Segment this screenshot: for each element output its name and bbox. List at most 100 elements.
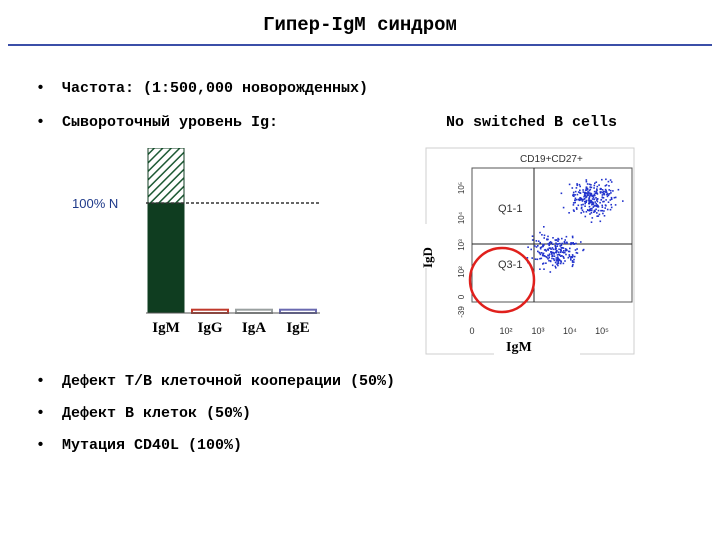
event-dot bbox=[543, 249, 546, 251]
event-dot bbox=[539, 268, 541, 270]
event-dot bbox=[552, 248, 555, 251]
event-dot bbox=[570, 257, 572, 259]
event-dot bbox=[567, 250, 570, 253]
event-dot bbox=[543, 244, 545, 246]
event-dot bbox=[557, 243, 560, 245]
event-dot bbox=[590, 209, 593, 212]
event-dot bbox=[559, 255, 562, 257]
event-dot bbox=[588, 195, 591, 198]
event-dot bbox=[588, 183, 591, 186]
event-dot bbox=[607, 194, 610, 196]
event-dot bbox=[585, 211, 588, 213]
event-dot bbox=[540, 252, 543, 254]
event-dot bbox=[594, 182, 596, 185]
event-dot bbox=[601, 194, 604, 196]
event-dot bbox=[546, 256, 548, 259]
event-dot bbox=[558, 253, 561, 256]
event-dot bbox=[599, 191, 602, 193]
event-dot bbox=[550, 248, 552, 250]
event-dot bbox=[549, 241, 552, 243]
event-dot bbox=[556, 259, 558, 262]
event-dot bbox=[584, 193, 587, 195]
event-dot bbox=[549, 271, 552, 273]
event-dot bbox=[588, 202, 591, 205]
event-dot bbox=[580, 204, 583, 206]
event-dot bbox=[607, 201, 610, 203]
event-dot bbox=[607, 180, 610, 183]
event-dot bbox=[548, 259, 550, 262]
event-dot bbox=[586, 187, 589, 190]
event-dot bbox=[544, 248, 547, 251]
bullet-b-cell-defect: • Дефект B клеток (50%) bbox=[36, 405, 251, 422]
event-dot bbox=[556, 243, 559, 246]
event-dot bbox=[571, 254, 574, 256]
event-dot bbox=[559, 245, 561, 247]
event-dot bbox=[605, 184, 608, 186]
event-dot bbox=[586, 193, 588, 195]
event-dot bbox=[564, 242, 566, 244]
event-dot bbox=[554, 248, 557, 251]
event-dot bbox=[575, 198, 578, 201]
event-dot bbox=[581, 209, 584, 212]
y-tick-label: 10² bbox=[457, 266, 466, 278]
title-underline bbox=[8, 44, 712, 46]
event-dot bbox=[572, 209, 575, 211]
quadrant-label-q1: Q1-1 bbox=[498, 203, 522, 215]
category-label: IgE bbox=[286, 320, 309, 336]
event-dot bbox=[534, 258, 537, 260]
event-dot bbox=[582, 191, 585, 193]
event-dot bbox=[601, 196, 604, 199]
event-dot bbox=[539, 252, 541, 254]
event-dot bbox=[582, 198, 584, 201]
event-dot bbox=[556, 245, 559, 247]
event-dot bbox=[605, 204, 607, 207]
event-dot bbox=[554, 265, 557, 268]
x-tick-label: 0 bbox=[469, 326, 474, 336]
event-dot bbox=[591, 203, 593, 206]
bullet-dot-icon: • bbox=[36, 437, 46, 454]
x-tick-label: 10⁵ bbox=[595, 326, 609, 336]
event-dot bbox=[557, 262, 560, 265]
event-dot bbox=[586, 188, 589, 191]
event-dot bbox=[602, 191, 604, 194]
event-dot bbox=[549, 247, 552, 249]
y-tick-label: 10⁵ bbox=[457, 182, 466, 194]
event-dot bbox=[571, 256, 574, 259]
event-dot bbox=[572, 202, 575, 204]
event-dot bbox=[554, 246, 557, 248]
slide-title: Гипер-IgM синдром bbox=[263, 14, 457, 36]
event-dot bbox=[535, 240, 538, 242]
event-dot bbox=[555, 251, 557, 254]
event-dot bbox=[565, 235, 568, 238]
event-dot bbox=[548, 241, 551, 244]
event-dot bbox=[544, 255, 546, 258]
event-dot bbox=[582, 248, 585, 251]
event-dot bbox=[539, 241, 541, 244]
event-dot bbox=[595, 191, 598, 194]
y-axis-label: IgD bbox=[420, 247, 435, 268]
event-dot bbox=[604, 185, 607, 187]
bullet-dot-icon: • bbox=[36, 114, 46, 131]
bar-igm bbox=[147, 202, 185, 314]
event-dot bbox=[589, 186, 591, 188]
event-dot bbox=[531, 257, 533, 259]
event-dot bbox=[586, 183, 589, 185]
event-dot bbox=[590, 192, 592, 195]
event-dot bbox=[596, 215, 598, 217]
event-dot bbox=[601, 204, 603, 207]
event-dot bbox=[563, 241, 566, 244]
event-dot bbox=[564, 239, 566, 241]
event-dot bbox=[575, 207, 578, 209]
event-dot bbox=[608, 189, 610, 191]
event-dot bbox=[599, 187, 602, 190]
event-dot bbox=[601, 178, 603, 181]
event-dot bbox=[591, 202, 594, 204]
event-dot bbox=[602, 197, 605, 199]
event-dot bbox=[542, 262, 545, 265]
event-dot bbox=[546, 238, 548, 240]
event-dot bbox=[570, 259, 572, 261]
event-dot bbox=[583, 195, 585, 198]
event-dot bbox=[552, 251, 554, 254]
event-dot bbox=[610, 206, 613, 209]
